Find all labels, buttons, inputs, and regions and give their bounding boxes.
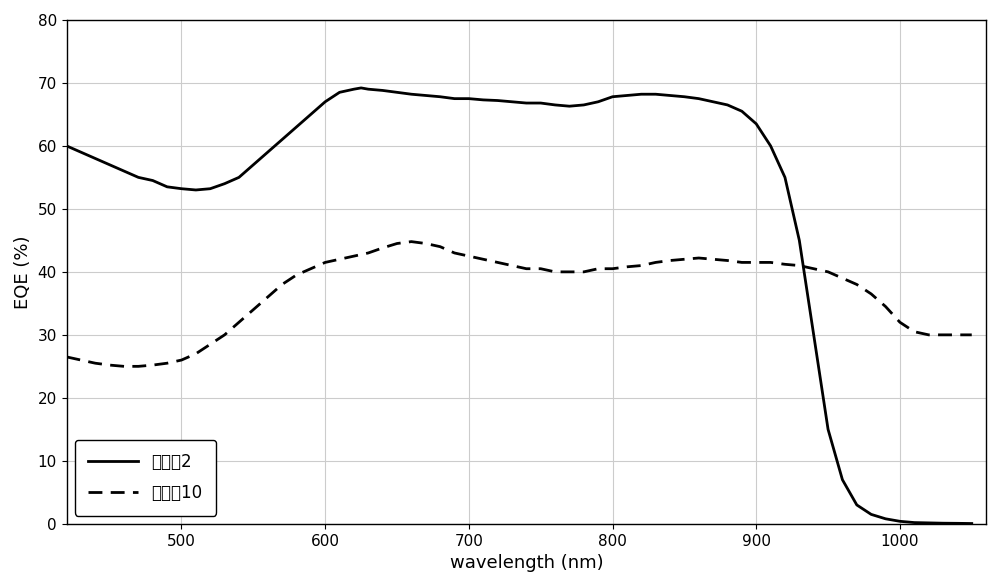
实施例10 [535,265,547,272]
实施例10 [678,255,690,263]
实施例2 [61,142,73,149]
实施例10 [118,363,130,370]
Y-axis label: EQE (%): EQE (%) [14,235,32,309]
实施例10 [592,265,604,272]
实施例2 [966,520,978,527]
实施例2 [851,502,863,509]
实施例2 [535,100,547,107]
实施例2 [334,89,346,96]
Legend: 实施例2, 实施例10: 实施例2, 实施例10 [75,440,216,516]
实施例10 [966,331,978,338]
实施例10 [190,350,202,357]
实施例2 [937,520,949,527]
实施例2 [355,84,367,91]
实施例10 [61,353,73,360]
实施例2 [276,136,288,143]
X-axis label: wavelength (nm): wavelength (nm) [450,554,603,572]
实施例10 [405,238,417,245]
Line: 实施例2: 实施例2 [67,88,972,523]
实施例10 [463,253,475,260]
实施例2 [448,95,460,102]
Line: 实施例10: 实施例10 [67,241,972,366]
实施例10 [664,257,676,264]
